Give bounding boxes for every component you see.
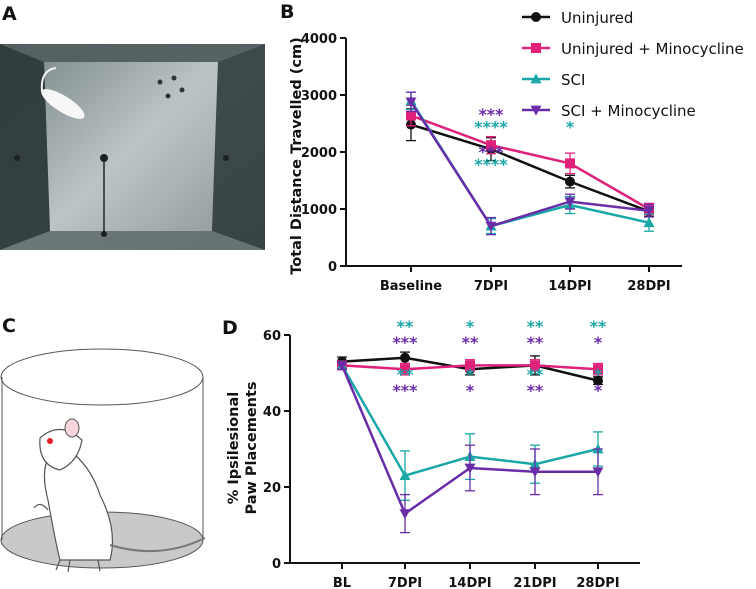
chart-d-x-tick-label: 14DPI [448, 576, 491, 589]
cylinder-rat-illustration [0, 348, 206, 573]
chart-b-series-sci-point [643, 217, 655, 228]
chart-d-y-axis-title-line1: % Ipsilesional [226, 392, 242, 504]
chart-d-x-tick-label: BL [333, 576, 351, 589]
legend-uninjured-marker [531, 12, 541, 22]
chart-d-significance-stars: * [594, 365, 603, 384]
chart-b-x-tick-label: 14DPI [548, 279, 591, 294]
chart-d-significance-stars: ** [527, 365, 544, 384]
chart-b-y-tick-label: 1000 [301, 203, 337, 218]
chart-b-significance-stars: * [566, 118, 575, 137]
chart-b-x-tick-label: 7DPI [474, 279, 508, 294]
chart-b-series-sci-minocycline-point [564, 197, 576, 208]
chart-d-y-tick-label: 20 [263, 481, 281, 496]
chart-b-y-tick-label: 2000 [301, 146, 337, 161]
chart-d-significance-stars: *** [392, 381, 418, 400]
open-field-photo [0, 44, 265, 250]
chart-b-series-uninjured-line [410, 123, 650, 213]
chart-d-significance-stars: *** [392, 333, 418, 352]
chart-d-y-tick-label: 60 [263, 329, 281, 344]
legend-uninjured-minocycline-marker [531, 43, 541, 53]
chart-d-series-uninjured-minocycline-point [530, 360, 540, 371]
panel-letter-d: D [222, 317, 238, 339]
legend-sci-minocycline-marker [530, 105, 542, 116]
chart-d-significance-stars: ** [527, 333, 544, 352]
chart-d-series-uninjured-point [593, 375, 603, 386]
chart-d-significance-stars: ** [397, 365, 414, 384]
legend-sci-marker [530, 73, 542, 84]
chart-b-significance-stars: **** [474, 155, 508, 174]
chart-d-x-tick-label: 21DPI [513, 576, 556, 589]
panel-letter-a: A [2, 3, 17, 25]
legend-uninjured-minocycline-label: Uninjured + Minocycline [561, 40, 744, 58]
mouse-shape [41, 89, 85, 119]
chart-b-y-tick-label: 0 [328, 260, 337, 275]
chart-d-x-tick-label: 28DPI [576, 576, 619, 589]
chart-b-series-sci-minocycline-point [485, 221, 497, 232]
chart-d-significance-stars: * [594, 381, 603, 400]
panel-letter-c: C [2, 315, 16, 337]
chart-b-significance-stars: *** [478, 105, 504, 124]
chart-b-significance-stars: *** [478, 143, 504, 162]
chart-d-significance-stars: * [466, 381, 475, 400]
chart-b-series-uninjured-point [565, 176, 575, 187]
chart-b: Total Distance Travelled (cm) 0 1000 2000 3… [289, 32, 682, 294]
chart-d-significance-stars: ** [527, 381, 544, 400]
chart-d-y-tick-label: 0 [272, 557, 281, 572]
chart-d-significance-stars: * [466, 365, 475, 384]
chart-d-significance-stars: * [466, 317, 475, 336]
chart-d-significance-stars: * [594, 333, 603, 352]
legend-sci-label: SCI [561, 71, 585, 89]
chart-d-significance-stars: ** [462, 333, 479, 352]
chart-d-y-tick-label: 40 [263, 405, 281, 420]
chart-b-series-uninjured-minocycline-point [486, 140, 496, 151]
chart-d-series-uninjured-point [400, 352, 410, 363]
chart-d-series-sci-point [399, 470, 411, 480]
chart-b-series-uninjured-minocycline-point [565, 158, 575, 169]
chart-b-series-uninjured-minocycline-line [410, 114, 650, 211]
chart-b-x-tick-label: 28DPI [627, 279, 670, 294]
chart-d-y-axis-title-line2: Paw Placements [244, 381, 260, 514]
chart-d-series-uninjured-minocycline-point [400, 364, 410, 375]
chart-b-y-tick-label: 4000 [301, 32, 337, 47]
chart-d-significance-stars: ** [397, 317, 414, 336]
chart-b-significance-stars: **** [474, 118, 508, 137]
chart-b-series-uninjured-minocycline-point [406, 110, 416, 121]
chart-b-series-sci-minocycline-point [643, 206, 655, 217]
chart-d-significance-stars: ** [527, 317, 544, 336]
chart-d-series-sci-minocycline-point [592, 467, 604, 478]
panel-letter-b: B [280, 1, 294, 23]
legend-sci-minocycline-label: SCI + Minocycline [561, 102, 696, 120]
chart-b-y-axis-title: Total Distance Travelled (cm) [289, 37, 305, 275]
legend-uninjured-label: Uninjured [561, 9, 633, 27]
chart-d: % Ipsilesional Paw Placements 0 20 40 60 BL 7… [226, 317, 640, 589]
chart-d-series-uninjured-minocycline-point [593, 364, 603, 375]
chart-d-series-sci-minocycline-point [464, 463, 476, 474]
chart-d-series-uninjured-minocycline-point [465, 360, 475, 371]
chart-d-significance-stars: ** [590, 317, 607, 336]
chart-b-series-sci-minocycline-line [409, 101, 650, 228]
chart-d-series-sci-minocycline-point [399, 509, 411, 520]
chart-d-x-tick-label: 7DPI [388, 576, 422, 589]
legend: Uninjured Uninjured + Minocycline SCI SCI +… [522, 9, 744, 120]
chart-d-series-sci-minocycline-point [336, 361, 348, 371]
chart-b-y-tick-label: 3000 [301, 89, 337, 104]
chart-b-x-tick-label: Baseline [380, 279, 442, 294]
chart-d-series-sci-minocycline-point [529, 467, 541, 478]
chart-b-series-sci-minocycline-point [405, 97, 417, 108]
